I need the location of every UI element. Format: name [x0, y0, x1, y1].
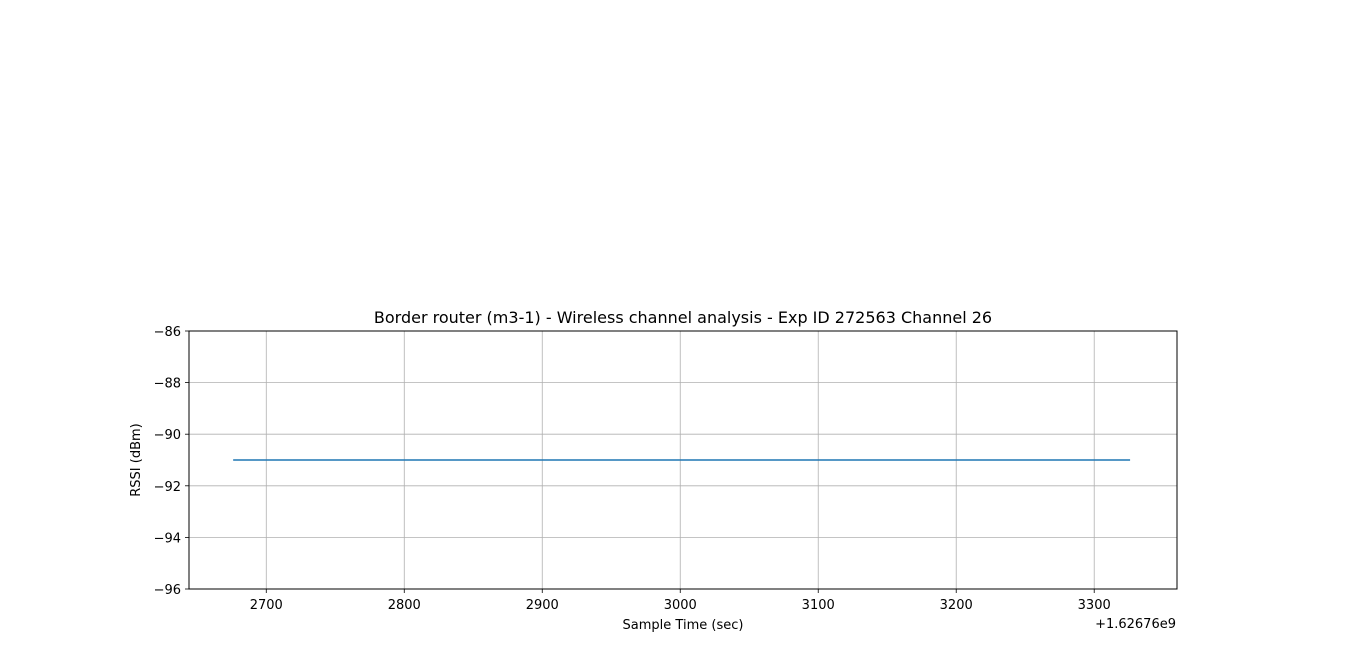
x-tick-label: 2700: [250, 598, 283, 613]
x-offset-label: +1.62676e9: [1095, 617, 1176, 632]
x-tick-label: 3300: [1078, 598, 1111, 613]
y-ticks: −86 −88 −90 −92 −94 −96: [154, 325, 189, 598]
chart-title: Border router (m3-1) - Wireless channel …: [374, 308, 992, 327]
y-tick-label: −94: [154, 531, 181, 546]
y-tick-label: −92: [154, 480, 181, 495]
y-tick-label: −88: [154, 377, 181, 392]
x-tick-label: 3200: [940, 598, 973, 613]
x-tick-label: 2900: [526, 598, 559, 613]
y-axis-label: RSSI (dBm): [129, 423, 144, 496]
x-axis-label: Sample Time (sec): [623, 618, 744, 633]
x-ticks: 2700 2800 2900 3000 3100 3200 3300: [250, 589, 1111, 613]
plot-frame: [188, 330, 1178, 590]
x-tick-label: 2800: [388, 598, 421, 613]
y-tick-label: −86: [154, 325, 181, 340]
x-tick-label: 3100: [802, 598, 835, 613]
y-tick-label: −96: [154, 583, 181, 598]
y-tick-label: −90: [154, 428, 181, 443]
x-tick-label: 3000: [664, 598, 697, 613]
